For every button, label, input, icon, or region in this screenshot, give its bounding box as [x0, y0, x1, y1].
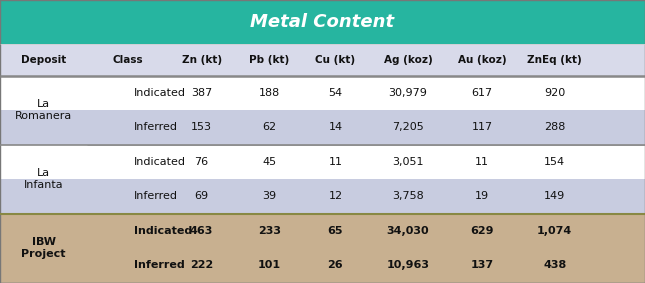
Text: 12: 12 — [328, 191, 342, 201]
Text: 1,074: 1,074 — [537, 226, 572, 236]
Text: 438: 438 — [543, 260, 566, 271]
Bar — [0, 44, 645, 76]
Text: 34,030: 34,030 — [386, 226, 430, 236]
Text: 11: 11 — [475, 157, 489, 167]
Text: 149: 149 — [544, 191, 565, 201]
Text: La
Romanera: La Romanera — [15, 99, 72, 121]
Text: 920: 920 — [544, 88, 565, 98]
Bar — [0, 179, 645, 214]
Text: 233: 233 — [258, 226, 281, 236]
Text: Ag (koz): Ag (koz) — [384, 55, 432, 65]
Text: Indicated: Indicated — [134, 226, 192, 236]
Text: 69: 69 — [195, 191, 208, 201]
Bar — [0, 110, 645, 145]
Text: 39: 39 — [263, 191, 276, 201]
Text: Inferred: Inferred — [134, 191, 178, 201]
Text: 117: 117 — [471, 122, 493, 132]
Bar — [0, 145, 645, 179]
Bar — [0, 248, 645, 283]
Bar — [0, 76, 645, 110]
Text: Inferred: Inferred — [134, 260, 184, 271]
Text: 26: 26 — [328, 260, 343, 271]
Text: 45: 45 — [263, 157, 276, 167]
Text: 387: 387 — [191, 88, 212, 98]
Text: 54: 54 — [328, 88, 342, 98]
Text: 3,758: 3,758 — [392, 191, 424, 201]
Text: 62: 62 — [263, 122, 276, 132]
Text: La
Infanta: La Infanta — [24, 168, 63, 190]
Bar — [0, 214, 645, 248]
Text: 153: 153 — [191, 122, 212, 132]
Text: 19: 19 — [475, 191, 489, 201]
Text: 222: 222 — [190, 260, 213, 271]
Text: 3,051: 3,051 — [392, 157, 424, 167]
Text: 76: 76 — [195, 157, 208, 167]
Text: ZnEq (kt): ZnEq (kt) — [528, 55, 582, 65]
Text: Metal Content: Metal Content — [250, 13, 395, 31]
Text: 463: 463 — [190, 226, 213, 236]
Text: Zn (kt): Zn (kt) — [181, 55, 222, 65]
Text: 65: 65 — [328, 226, 343, 236]
Text: Class: Class — [112, 55, 143, 65]
Text: 188: 188 — [259, 88, 280, 98]
Text: Pb (kt): Pb (kt) — [249, 55, 290, 65]
Text: 30,979: 30,979 — [388, 88, 428, 98]
Text: Indicated: Indicated — [134, 88, 186, 98]
Text: Inferred: Inferred — [134, 122, 178, 132]
Text: Cu (kt): Cu (kt) — [315, 55, 355, 65]
Text: 288: 288 — [544, 122, 566, 132]
Text: Indicated: Indicated — [134, 157, 186, 167]
Text: 137: 137 — [471, 260, 493, 271]
Bar — [0, 0, 645, 44]
Text: 101: 101 — [258, 260, 281, 271]
Text: 629: 629 — [470, 226, 494, 236]
Text: 11: 11 — [328, 157, 342, 167]
Text: IBW
Project: IBW Project — [21, 237, 66, 260]
Text: Au (koz): Au (koz) — [458, 55, 506, 65]
Text: Deposit: Deposit — [21, 55, 66, 65]
Text: 7,205: 7,205 — [392, 122, 424, 132]
Text: 10,963: 10,963 — [386, 260, 430, 271]
Text: 154: 154 — [544, 157, 565, 167]
Text: 14: 14 — [328, 122, 342, 132]
Text: 617: 617 — [471, 88, 493, 98]
